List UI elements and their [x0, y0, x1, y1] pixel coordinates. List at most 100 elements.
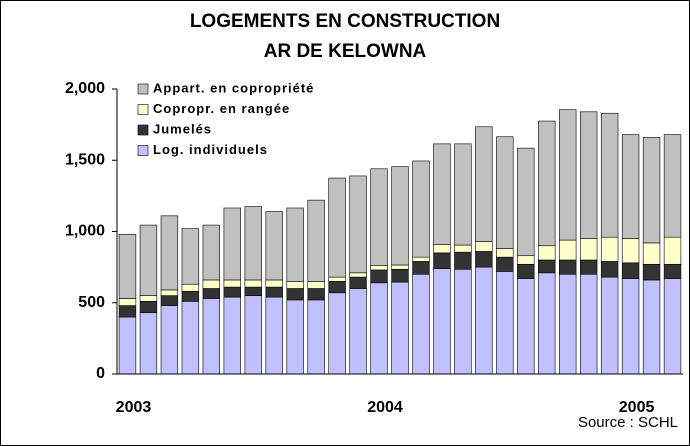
bar-segment: [202, 288, 221, 299]
x-tick-label: 2005: [619, 399, 655, 416]
bar-segment: [244, 279, 262, 288]
bar-segment: [579, 238, 598, 261]
bar-segment: [496, 256, 514, 272]
bar-segment: [286, 299, 304, 375]
bar-segment: [139, 295, 158, 302]
bar-segment: [412, 256, 430, 262]
chart-title: AR DE KELOWNA: [264, 41, 427, 62]
x-tick-label: 2003: [116, 399, 152, 416]
bar-segment: [160, 289, 179, 296]
bar-segment: [579, 259, 598, 275]
bar-segment: [517, 278, 535, 375]
bar-segment: [642, 242, 661, 265]
bar-segment: [600, 276, 619, 375]
legend-swatch: [137, 83, 149, 95]
annotation: Source : SCHL: [578, 414, 678, 431]
bar-segment: [475, 126, 493, 242]
bar-segment: [517, 147, 535, 257]
bar-segment: [202, 279, 221, 289]
bar-segment: [181, 228, 200, 285]
bar-segment: [663, 236, 682, 265]
bar-segment: [391, 166, 409, 266]
bar-segment: [663, 134, 682, 238]
bar-segment: [433, 268, 451, 375]
y-tick-label: 1,500: [65, 151, 105, 168]
bar-segment: [412, 273, 430, 375]
bar-segment: [517, 255, 535, 265]
bar-segment: [621, 134, 640, 239]
bar-segment: [391, 264, 409, 270]
bar-segment: [328, 276, 346, 282]
bar-segment: [160, 305, 179, 375]
bar-segment: [328, 281, 346, 294]
bar-segment: [517, 263, 535, 279]
bar-segment: [307, 199, 325, 282]
bar-segment: [433, 244, 451, 254]
bar-segment: [370, 282, 388, 375]
bar-segment: [223, 286, 241, 298]
bar-segment: [600, 112, 619, 238]
bar-segment: [454, 251, 472, 270]
bar-segment: [328, 177, 346, 278]
bar-segment: [475, 241, 493, 252]
bar-segment: [496, 271, 514, 375]
bar-segment: [118, 305, 137, 318]
bar-segment: [370, 269, 388, 284]
legend-label: Jumelés: [153, 121, 212, 136]
legend-label: Copropr. en rangée: [153, 101, 290, 116]
bar-segment: [475, 266, 493, 375]
bar-segment: [349, 175, 367, 274]
legend-swatch: [137, 124, 149, 136]
bar-segment: [559, 259, 577, 275]
bar-segment: [307, 281, 325, 289]
bar-segment: [579, 273, 598, 375]
bar-segment: [600, 236, 619, 262]
bar-segment: [600, 261, 619, 278]
bar-segment: [496, 248, 514, 258]
bar-segment: [454, 268, 472, 375]
bar-segment: [286, 207, 304, 282]
bar-segment: [202, 298, 221, 375]
bar-segment: [265, 211, 283, 281]
bar-segment: [621, 278, 640, 375]
bar-segment: [160, 295, 179, 306]
bar-segment: [202, 224, 221, 281]
y-tick-label: 500: [78, 294, 105, 311]
legend-label: Log. individuels: [153, 142, 268, 157]
bar-segment: [559, 109, 577, 241]
bar-segment: [181, 283, 200, 292]
bar-segment: [538, 120, 556, 247]
bar-segment: [579, 111, 598, 239]
bar-segment: [223, 279, 241, 288]
bar-segment: [349, 272, 367, 278]
bar-segment: [412, 261, 430, 275]
bar-segment: [118, 234, 137, 299]
bar-segment: [621, 238, 640, 264]
y-tick-label: 2,000: [65, 80, 105, 97]
bar-segment: [244, 286, 262, 296]
bar-segment: [663, 263, 682, 279]
y-tick-label: 1,000: [65, 223, 105, 240]
bar-segment: [538, 259, 556, 274]
bar-segment: [223, 207, 241, 281]
bar-segment: [244, 295, 262, 375]
bar-segment: [118, 316, 137, 375]
bar-segment: [370, 168, 388, 267]
bar-segment: [412, 160, 430, 258]
bar-segment: [139, 224, 158, 296]
bar-segment: [433, 252, 451, 269]
y-tick-label: 0: [96, 365, 105, 382]
bar-segment: [391, 281, 409, 375]
bar-segment: [538, 272, 556, 375]
bar-segment: [538, 245, 556, 261]
bar-segment: [370, 265, 388, 271]
bar-segment: [642, 137, 661, 244]
bar-segment: [244, 206, 262, 281]
x-tick-label: 2004: [367, 399, 403, 416]
bar-segment: [139, 312, 158, 375]
bar-segment: [349, 288, 367, 375]
bar-segment: [496, 136, 514, 249]
bar-segment: [307, 288, 325, 301]
bar-segment: [559, 239, 577, 261]
bar-segment: [433, 143, 451, 245]
